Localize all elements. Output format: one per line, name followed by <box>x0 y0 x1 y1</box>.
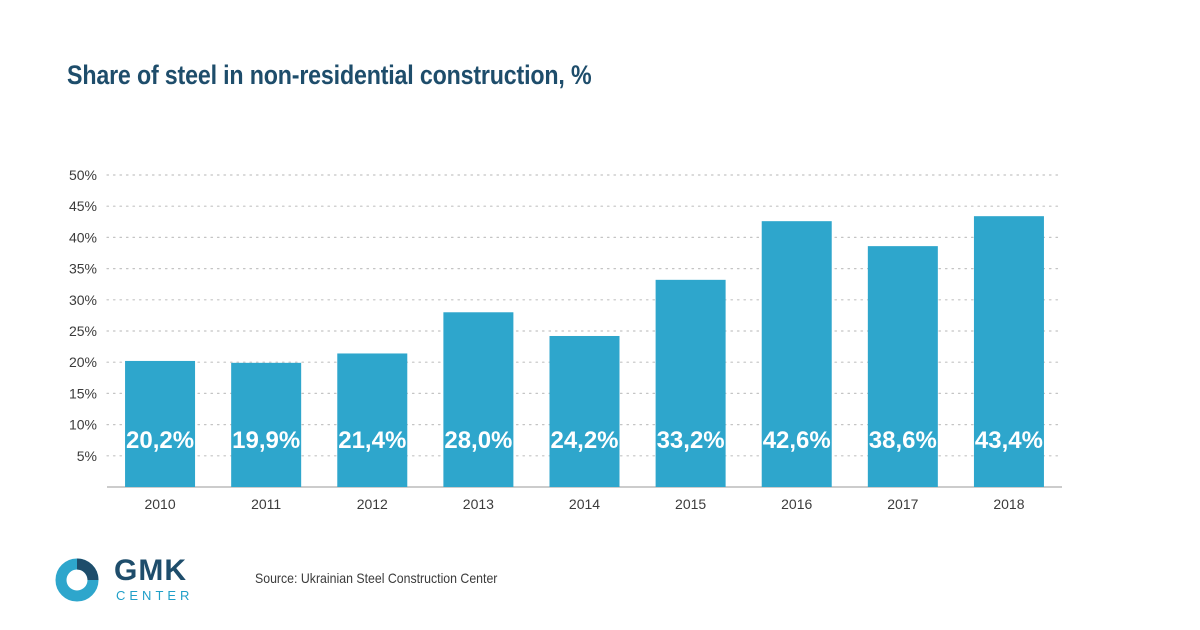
y-tick-label: 35% <box>69 261 97 277</box>
gmk-logo-icon <box>55 558 99 602</box>
bar <box>867 246 938 487</box>
bar <box>549 335 620 487</box>
x-tick-label: 2015 <box>675 496 706 512</box>
data-label: 21,4% <box>338 427 406 454</box>
x-tick-label: 2012 <box>357 496 388 512</box>
x-tick-label: 2018 <box>993 496 1024 512</box>
y-tick-label: 10% <box>69 417 97 433</box>
bar <box>337 353 408 487</box>
x-tick-label: 2013 <box>463 496 494 512</box>
bar <box>761 221 832 487</box>
bar <box>125 360 196 487</box>
data-label: 24,2% <box>550 427 618 454</box>
data-label: 38,6% <box>869 427 937 454</box>
data-label: 19,9% <box>232 427 300 454</box>
bar <box>443 312 514 487</box>
logo-subtitle: CENTER <box>116 588 194 603</box>
bar <box>973 216 1044 487</box>
x-tick-label: 2014 <box>569 496 600 512</box>
data-label: 28,0% <box>444 427 512 454</box>
y-tick-label: 30% <box>69 292 97 308</box>
y-tick-label: 45% <box>69 198 97 214</box>
data-label: 33,2% <box>657 427 725 454</box>
logo-name: GMK <box>114 554 187 587</box>
chart-title: Share of steel in non-residential constr… <box>67 60 592 90</box>
source-note: Source: Ukrainian Steel Construction Cen… <box>255 570 498 586</box>
y-tick-label: 50% <box>69 167 97 183</box>
bar <box>655 279 726 487</box>
x-tick-label: 2010 <box>144 496 175 512</box>
data-label: 42,6% <box>763 427 831 454</box>
data-label: 20,2% <box>126 427 194 454</box>
bar <box>231 362 302 487</box>
y-tick-label: 15% <box>69 385 97 401</box>
y-tick-label: 25% <box>69 323 97 339</box>
y-tick-label: 5% <box>77 448 97 464</box>
x-tick-label: 2011 <box>251 496 281 512</box>
x-tick-label: 2016 <box>781 496 812 512</box>
data-label: 43,4% <box>975 427 1043 454</box>
y-tick-label: 40% <box>69 229 97 245</box>
x-tick-label: 2017 <box>887 496 918 512</box>
y-tick-label: 20% <box>69 354 97 370</box>
